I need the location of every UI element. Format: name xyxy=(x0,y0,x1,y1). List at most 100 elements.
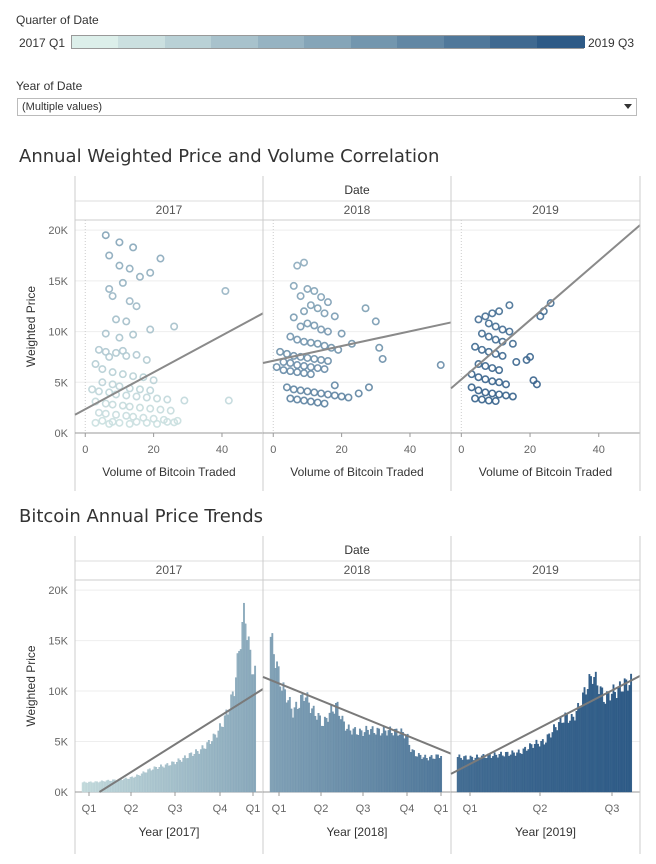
scatter-point xyxy=(522,355,531,364)
scatter-point xyxy=(108,292,117,301)
trend-bar xyxy=(519,753,522,793)
scatter-point xyxy=(484,332,493,341)
scatter-point xyxy=(320,309,329,318)
trend-bar xyxy=(341,715,344,793)
scatter-point xyxy=(146,404,155,413)
scatter-point xyxy=(146,268,155,277)
trend-y-tick-label: 20K xyxy=(48,585,68,597)
trend-bar xyxy=(228,710,231,793)
trend-bar xyxy=(463,756,466,793)
trend-bar xyxy=(425,758,428,793)
trend-bar xyxy=(580,707,583,793)
scatter-point xyxy=(105,352,114,361)
scatter-point xyxy=(221,287,230,296)
trend-bar xyxy=(120,779,122,793)
scatter-point xyxy=(286,332,295,341)
trend-bar xyxy=(398,734,401,793)
trend-bar xyxy=(609,700,612,793)
scatter-point xyxy=(98,378,107,387)
scatter-point xyxy=(122,317,131,326)
trend-bar xyxy=(298,707,301,793)
ramp-step xyxy=(257,36,306,48)
trend-bar xyxy=(435,754,438,793)
trend-bar xyxy=(276,661,279,793)
trend-bar xyxy=(495,754,498,793)
trend-bar xyxy=(622,691,625,793)
scatter-point xyxy=(484,319,493,328)
quarter-color-ramp[interactable] xyxy=(71,35,585,49)
ramp-step xyxy=(536,36,585,48)
trend-bar xyxy=(343,721,345,793)
trend-bar xyxy=(509,754,512,793)
trend-bar xyxy=(381,733,384,793)
trend-bar xyxy=(578,708,581,793)
trend-bar xyxy=(556,730,559,793)
trend-quarter-label: Q2 xyxy=(314,803,329,815)
scatter-point xyxy=(378,354,387,363)
scatter-point xyxy=(170,418,179,427)
trend-bar xyxy=(96,781,99,793)
scatter-point xyxy=(105,419,114,428)
trend-bar xyxy=(110,780,113,793)
trend-bar xyxy=(198,753,201,793)
scatter-point xyxy=(498,351,507,360)
trend-bar xyxy=(472,760,475,793)
trend-bar xyxy=(309,713,312,793)
trend-bar xyxy=(249,649,252,793)
trend-bar xyxy=(311,708,314,793)
trend-bar xyxy=(530,744,533,793)
chevron-down-icon[interactable] xyxy=(624,104,632,109)
scatter-point xyxy=(323,390,332,399)
ramp-step xyxy=(72,36,120,48)
scatter-point xyxy=(105,284,114,293)
scatter-point xyxy=(488,377,497,386)
trend-bar xyxy=(163,767,166,793)
trend-bar xyxy=(596,685,599,793)
scatter-point xyxy=(488,364,497,373)
scatter-point xyxy=(163,395,172,404)
trend-bar xyxy=(330,705,333,793)
scatter-point xyxy=(118,278,127,287)
trend-bar xyxy=(382,726,385,793)
scatter-point xyxy=(146,386,155,395)
trend-bar xyxy=(293,707,296,793)
scatter-column-header: Date xyxy=(344,183,370,197)
scatter-point xyxy=(484,396,493,405)
scatter-point xyxy=(300,396,309,405)
scatter-title: Annual Weighted Price and Volume Correla… xyxy=(19,146,440,167)
scatter-point xyxy=(477,395,486,404)
scatter-point xyxy=(310,388,319,397)
trend-bar xyxy=(136,774,138,793)
trend-bar xyxy=(569,720,572,793)
trend-bar xyxy=(479,759,482,793)
trend-bar xyxy=(630,673,633,793)
trend-bar xyxy=(514,755,517,793)
trend-bar xyxy=(572,716,575,793)
trend-bar xyxy=(233,696,236,793)
scatter-point xyxy=(142,355,151,364)
scatter-point xyxy=(286,359,295,368)
trend-bar xyxy=(203,748,205,793)
scatter-point xyxy=(375,343,384,352)
scatter-point xyxy=(330,391,339,400)
trend-bar xyxy=(371,726,374,793)
trend-bar xyxy=(204,748,207,793)
scatter-point xyxy=(320,399,329,408)
trend-quarter-label: Q1 xyxy=(272,803,287,815)
scatter-point xyxy=(286,394,295,403)
trend-bar xyxy=(532,747,535,793)
trend-bar xyxy=(490,757,493,793)
trend-bar xyxy=(370,728,372,793)
trend-bar xyxy=(166,763,169,793)
trend-bar xyxy=(179,760,182,793)
scatter-point xyxy=(112,410,121,419)
scatter-y-tick-label: 5K xyxy=(55,377,69,389)
scatter-point xyxy=(501,391,510,400)
scatter-point xyxy=(289,281,298,290)
year-dropdown[interactable]: (Multiple values) xyxy=(17,98,637,116)
quarter-filter-title: Quarter of Date xyxy=(16,13,99,27)
trend-bar xyxy=(238,650,241,793)
trend-bar xyxy=(615,698,618,793)
trend-bar xyxy=(147,769,150,793)
trend-bar xyxy=(129,777,132,793)
